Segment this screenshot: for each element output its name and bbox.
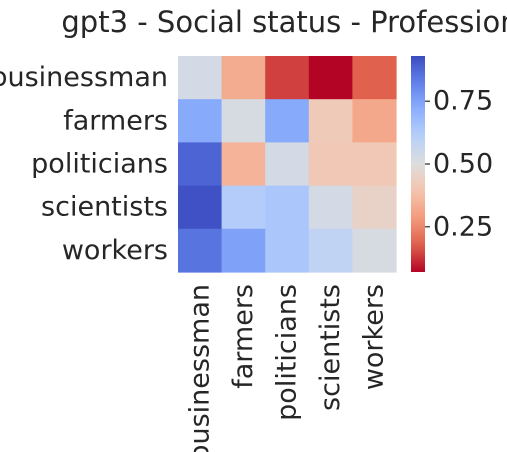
heatmap-cell [221,99,266,143]
heatmap-cell [352,56,397,100]
heatmap-cell [308,185,353,230]
heatmap-cell [265,142,310,187]
heatmap-cells [178,56,397,273]
colorbar-tick-label: 0.75 [433,86,493,117]
y-tick-labels: businessman farmers politicians scientists w… [0,62,168,266]
heatmap-cell [265,99,310,143]
y-tick-label: farmers [63,105,168,136]
heatmap-cell [221,142,266,187]
heatmap-cell [265,185,310,230]
colorbar [411,56,425,272]
heatmap-cell [178,56,223,100]
y-tick-label: workers [62,235,168,266]
heatmap-cell [178,228,223,273]
x-tick-label: politicians [272,284,303,421]
chart-title: gpt3 - Social status - Profession [61,5,507,39]
heatmap-cell [265,56,310,100]
heatmap-cell [308,99,353,143]
colorbar-tick-label: 0.25 [433,211,493,242]
heatmap-cell [352,99,397,143]
heatmap-cell [308,56,353,100]
colorbar-ticks: 0.25 0.50 0.75 [425,86,493,242]
heatmap-cell [221,56,266,100]
x-tick-label: businessman [184,284,215,452]
y-tick-label: scientists [41,192,168,223]
colorbar-tick-label: 0.50 [433,149,493,180]
heatmap-cell [221,228,266,273]
heatmap-cell [352,185,397,230]
heatmap-cell [221,185,266,230]
heatmap-cell [308,142,353,187]
heatmap-cell [308,228,353,273]
y-tick-label: politicians [31,149,168,180]
x-tick-label: workers [359,284,390,390]
heatmap-cell [178,142,223,187]
heatmap-cell [352,228,397,273]
x-tick-labels: businessman farmers politicians scientists w… [184,284,389,452]
heatmap-cell [178,185,223,230]
heatmap-cell [352,142,397,187]
y-tick-label: businessman [0,62,168,93]
x-tick-label: farmers [228,284,259,389]
x-tick-label: scientists [315,284,346,411]
heatmap-cell [178,99,223,143]
heatmap-cell [265,228,310,273]
